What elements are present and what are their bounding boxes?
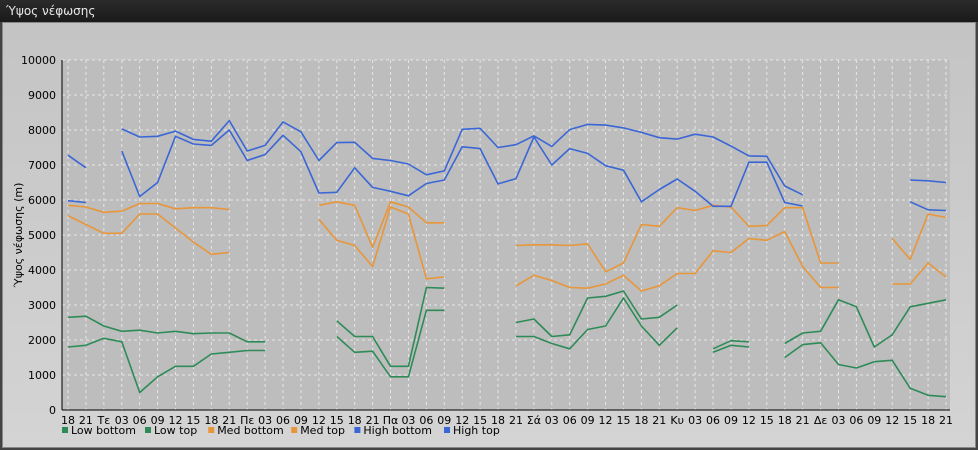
y-axis-label: Ύψος νέφωσης (m)	[12, 183, 25, 289]
x-tick-label: 21	[509, 414, 523, 427]
x-tick-label: 12	[742, 414, 756, 427]
x-tick-label: 06	[706, 414, 720, 427]
x-tick-label: 18	[491, 414, 505, 427]
series-line-med-bottom	[67, 206, 947, 292]
x-tick-label: 09	[867, 414, 881, 427]
legend-swatch	[145, 427, 151, 433]
x-tick-label: 03	[115, 414, 129, 427]
x-tick-label: Κυ	[670, 414, 684, 427]
x-tick-label: 03	[831, 414, 845, 427]
x-tick-label: 03	[401, 414, 415, 427]
y-tick-label: 2000	[28, 334, 56, 347]
legend-entry: High bottom	[363, 424, 432, 437]
y-tick-label: 1000	[28, 369, 56, 382]
x-tick-label: 06	[133, 414, 147, 427]
x-tick-label: 06	[563, 414, 577, 427]
x-tick-label: 21	[79, 414, 93, 427]
x-tick-label: 09	[581, 414, 595, 427]
x-tick-label: 12	[599, 414, 613, 427]
x-tick-label: 12	[885, 414, 899, 427]
window-titlebar: Ύψος νέφωσης	[0, 0, 978, 22]
x-tick-label: 09	[294, 414, 308, 427]
x-tick-label: 09	[151, 414, 165, 427]
legend-swatch	[208, 427, 215, 433]
window-title: Ύψος νέφωσης	[6, 4, 96, 18]
x-tick-label: 03	[258, 414, 272, 427]
y-tick-label: 5000	[28, 229, 56, 242]
y-tick-label: 4000	[28, 264, 56, 277]
series-line-high-top	[67, 119, 947, 196]
y-tick-label: 6000	[28, 194, 56, 207]
x-tick-label: 03	[688, 414, 702, 427]
legend-swatch	[62, 427, 68, 433]
x-tick-label: 18	[348, 414, 362, 427]
x-tick-label: 15	[616, 414, 630, 427]
x-tick-label: 03	[545, 414, 559, 427]
x-tick-label: 21	[652, 414, 666, 427]
x-tick-label: 18	[778, 414, 792, 427]
x-tick-label: 06	[419, 414, 433, 427]
legend-swatch	[291, 427, 298, 433]
series-line-low-top	[67, 286, 947, 368]
x-tick-label: 18	[921, 414, 935, 427]
legend-swatch	[444, 427, 450, 433]
y-tick-label: 9000	[28, 89, 56, 102]
x-tick-label: 09	[724, 414, 738, 427]
series-line-low-bottom	[67, 297, 947, 398]
x-tick-label: 06	[276, 414, 290, 427]
series-line-med-top	[67, 201, 947, 273]
legend-swatch	[354, 427, 361, 433]
x-tick-label: Πα	[383, 414, 399, 427]
legend-entry: Med bottom	[217, 424, 284, 437]
series-line-high-bottom	[67, 129, 947, 212]
x-tick-label: 21	[366, 414, 380, 427]
y-tick-label: 0	[49, 404, 56, 417]
x-tick-label: 18	[634, 414, 648, 427]
y-tick-label: 7000	[28, 159, 56, 172]
y-tick-label: 10000	[21, 54, 56, 67]
x-tick-label: 15	[186, 414, 200, 427]
x-tick-label: 12	[169, 414, 183, 427]
x-tick-label: 12	[455, 414, 469, 427]
x-tick-label: 21	[222, 414, 236, 427]
x-tick-label: 18	[61, 414, 75, 427]
x-tick-label: 15	[903, 414, 917, 427]
x-tick-label: 06	[849, 414, 863, 427]
x-tick-label: Τε	[97, 414, 111, 427]
x-tick-label: Πε	[240, 414, 254, 427]
x-tick-label: 21	[939, 414, 953, 427]
legend-entry: Low bottom	[71, 424, 136, 437]
x-tick-label: 15	[473, 414, 487, 427]
y-tick-label: 8000	[28, 124, 56, 137]
x-tick-label: 18	[204, 414, 218, 427]
x-tick-label: 09	[437, 414, 451, 427]
legend-entry: Low top	[154, 424, 197, 437]
legend-entry: High top	[453, 424, 500, 437]
x-tick-label: 15	[760, 414, 774, 427]
x-tick-label: 15	[330, 414, 344, 427]
x-tick-label: Σά	[527, 414, 541, 427]
x-tick-label: 12	[312, 414, 326, 427]
y-tick-label: 3000	[28, 299, 56, 312]
x-tick-label: Δε	[814, 414, 828, 427]
x-tick-label: 21	[796, 414, 810, 427]
legend-entry: Med top	[300, 424, 345, 437]
